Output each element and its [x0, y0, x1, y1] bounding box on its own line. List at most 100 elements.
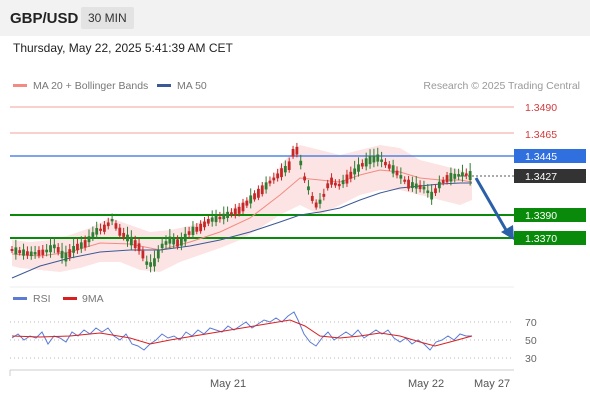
- candle-body: [176, 239, 179, 247]
- forecast-arrow-shaft: [474, 177, 508, 231]
- candle-body: [233, 208, 237, 216]
- rsi-legend-label: RSI: [33, 293, 51, 305]
- candle-body: [203, 221, 206, 228]
- candle-body: [264, 182, 268, 190]
- candle-body: [253, 193, 256, 200]
- candle-body: [303, 176, 306, 181]
- symbol-title: GBP/USD: [10, 10, 79, 27]
- candle-body: [395, 170, 399, 176]
- candle-body: [407, 179, 410, 189]
- candle-body: [237, 206, 241, 214]
- credit-text: Research © 2025 Trading Central: [423, 80, 580, 92]
- candle-body: [272, 177, 276, 181]
- candle-body: [257, 188, 260, 198]
- candle-body: [249, 195, 253, 204]
- candle-body: [95, 228, 99, 235]
- candle-body: [126, 234, 129, 242]
- candle-body: [56, 247, 60, 253]
- candle-body: [260, 185, 264, 195]
- candle-body: [114, 223, 118, 229]
- candle-body: [110, 219, 114, 222]
- candle-body: [160, 243, 164, 249]
- rsi-tick-50: 50: [525, 335, 537, 347]
- candle-body: [49, 245, 52, 253]
- candle-body: [364, 158, 368, 167]
- candle-body: [180, 238, 183, 246]
- candle-body: [129, 236, 133, 246]
- price-label-2: 1.3465: [525, 129, 557, 141]
- candle-body: [164, 241, 168, 245]
- candle-body: [60, 250, 64, 259]
- candle-body: [33, 252, 37, 255]
- legend-ma50: MA 50: [157, 80, 207, 92]
- candle-body: [299, 160, 303, 166]
- candle-body: [357, 164, 360, 172]
- forecast-arrow-head: [501, 225, 514, 240]
- rsi-ma-legend-label: 9MA: [82, 293, 104, 305]
- candle-body: [222, 213, 226, 220]
- candle-body: [314, 202, 318, 208]
- svg-text:1.3427: 1.3427: [525, 171, 557, 183]
- interval-badge[interactable]: 30 MIN: [81, 7, 134, 29]
- candle-body: [18, 250, 22, 254]
- candle-body: [468, 171, 472, 181]
- candle-body: [83, 240, 87, 248]
- candle-body: [318, 199, 322, 204]
- candle-body: [133, 240, 137, 249]
- candle-body: [206, 219, 210, 224]
- ma20-swatch: [13, 83, 27, 87]
- candle-body: [399, 175, 403, 179]
- candle-body: [191, 226, 195, 235]
- candle-body: [464, 173, 468, 176]
- svg-text:1.3390: 1.3390: [525, 210, 557, 222]
- candle-body: [349, 171, 353, 179]
- candle-body: [291, 148, 295, 157]
- price-label-support-2: 1.3370: [514, 231, 586, 245]
- candle-body: [276, 173, 280, 179]
- candle-body: [64, 252, 68, 262]
- candle-body: [218, 216, 222, 220]
- candle-body: [283, 166, 287, 173]
- x-label-may22: May 22: [408, 378, 444, 390]
- x-label-may21: May 21: [210, 378, 246, 390]
- x-label-may27: May 27: [474, 378, 510, 390]
- candle-body: [149, 262, 152, 267]
- candle-body: [341, 180, 345, 185]
- candle-body: [434, 188, 437, 194]
- rsi-tick-30: 30: [525, 353, 537, 365]
- rsi-ma-swatch: [63, 297, 77, 300]
- candle-body: [137, 243, 141, 252]
- candle-body: [72, 246, 75, 253]
- candle-body: [226, 211, 229, 219]
- legend-ma20: MA 20 + Bollinger Bands: [13, 80, 148, 92]
- svg-text:1.3445: 1.3445: [525, 151, 557, 163]
- candle-body: [41, 249, 45, 255]
- candle-body: [360, 163, 364, 167]
- candle-body: [334, 182, 337, 186]
- svg-text:1.3370: 1.3370: [525, 233, 557, 245]
- ma20-label: MA 20 + Bollinger Bands: [33, 80, 149, 92]
- candle-body: [461, 172, 464, 177]
- candle-body: [172, 238, 176, 245]
- candle-body: [183, 233, 187, 242]
- candle-body: [414, 183, 418, 189]
- candle-body: [87, 236, 91, 243]
- candle-body: [145, 261, 149, 265]
- candle-body: [10, 249, 14, 251]
- candle-body: [453, 173, 457, 179]
- price-label-support-1: 1.3390: [514, 208, 586, 222]
- candle-body: [241, 202, 245, 212]
- candle-body: [295, 146, 299, 155]
- candle-body: [168, 236, 172, 244]
- candle-body: [103, 224, 106, 232]
- candle-body: [391, 165, 395, 174]
- candle-body: [76, 243, 79, 251]
- candle-body: [52, 244, 56, 249]
- candle-body: [214, 215, 218, 223]
- candle-body: [29, 251, 33, 257]
- candle-body: [430, 191, 434, 200]
- candle-body: [384, 161, 387, 166]
- candle-body: [22, 249, 25, 256]
- candle-body: [326, 183, 330, 189]
